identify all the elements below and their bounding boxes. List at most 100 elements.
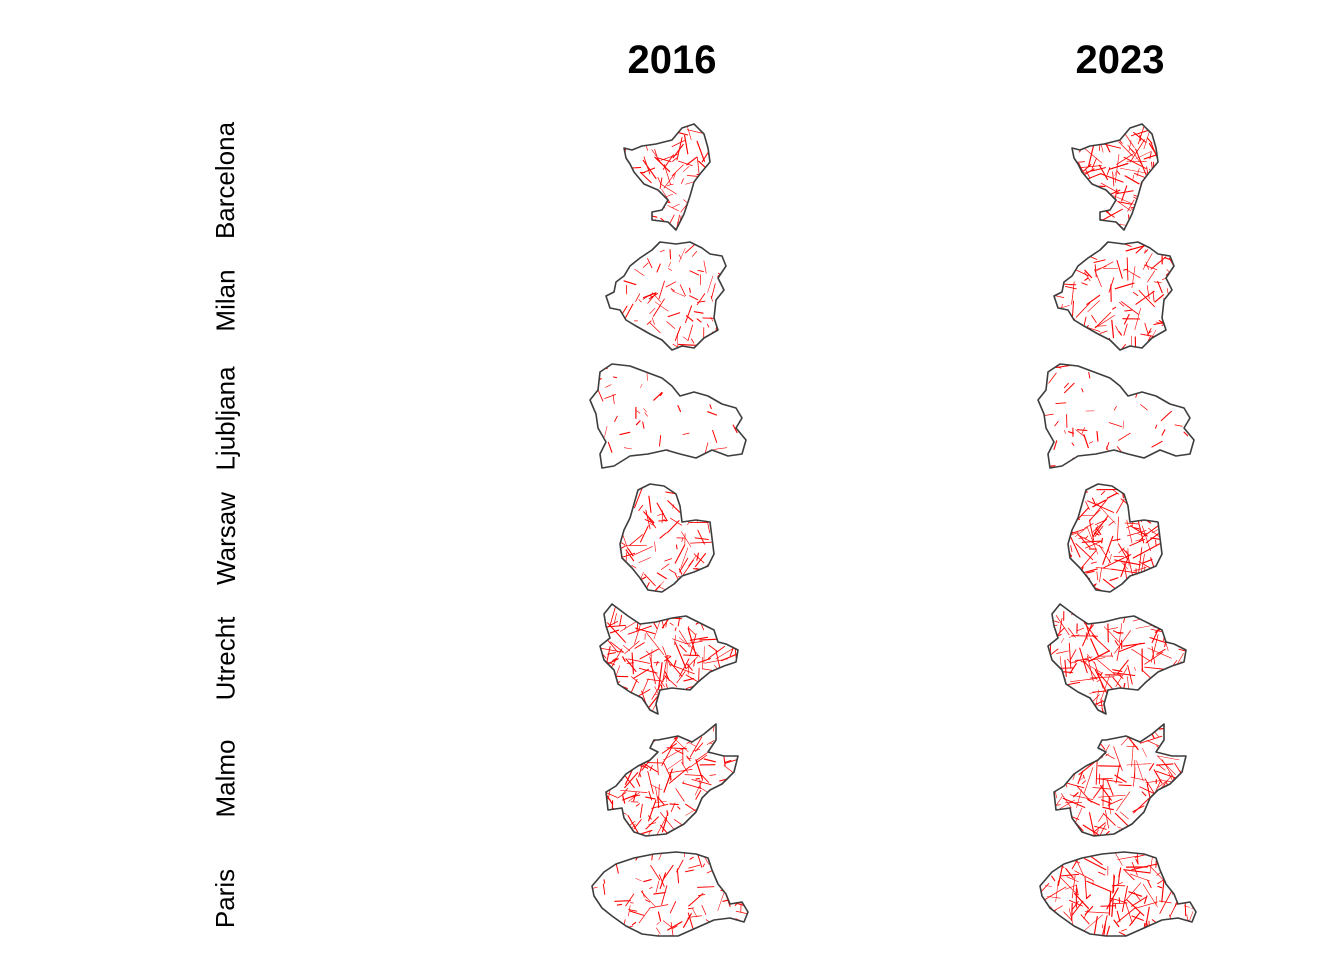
cycle-lane-segment bbox=[637, 223, 643, 230]
cycle-lane-segment bbox=[595, 298, 601, 305]
cycle-lane-segment bbox=[698, 694, 705, 700]
cycle-lane-segment bbox=[606, 266, 611, 278]
cycle-lane-segment bbox=[1054, 747, 1056, 758]
cycle-lane-segment bbox=[645, 509, 651, 530]
cycle-lane-segment bbox=[1076, 786, 1092, 803]
cycle-lane-segment bbox=[1039, 565, 1048, 593]
cycle-lane-segment bbox=[1143, 264, 1158, 271]
cycle-lane-segment bbox=[1083, 364, 1097, 366]
cycle-lane-segment bbox=[1094, 606, 1104, 609]
cycle-lane-segment bbox=[1068, 525, 1073, 530]
cycle-lane-segment bbox=[614, 194, 615, 201]
cycle-lane-segment bbox=[659, 249, 665, 253]
cycle-lane-segment bbox=[689, 754, 708, 768]
cycle-lane-segment bbox=[707, 411, 718, 416]
cycle-lane-segment bbox=[1111, 702, 1118, 704]
cycle-lane-segment bbox=[586, 539, 596, 540]
cycle-lane-segment bbox=[607, 441, 613, 453]
row-label-text: Ljubljana bbox=[210, 365, 241, 471]
cycle-lane-segment bbox=[591, 756, 598, 761]
cycle-lane-segment bbox=[698, 184, 701, 190]
cycle-lane-segment bbox=[737, 246, 739, 261]
cycle-lane-segment bbox=[1074, 832, 1076, 836]
cycle-lane-segment bbox=[1182, 486, 1197, 503]
cycle-lane-segment bbox=[1065, 867, 1074, 879]
cycle-lane-segment bbox=[627, 625, 652, 635]
cycle-lane-segment bbox=[642, 167, 656, 174]
cycle-lane-segment bbox=[617, 792, 627, 799]
cycle-lane-segment bbox=[1077, 575, 1086, 584]
cycle-lane-segment bbox=[1103, 707, 1130, 714]
cycle-lane-segment bbox=[686, 825, 696, 836]
cycle-lane-segment bbox=[1177, 581, 1180, 584]
map-utrecht-2016 bbox=[586, 598, 756, 718]
cycle-lane-segment bbox=[1191, 574, 1194, 595]
cycle-lane-segment bbox=[1078, 584, 1100, 592]
cycle-lane-segment bbox=[1171, 931, 1176, 935]
cycle-lane-segment bbox=[600, 705, 609, 713]
cycle-lane-segment bbox=[701, 690, 716, 703]
cycle-lane-segment bbox=[699, 209, 708, 218]
cycle-lane-segment bbox=[1062, 730, 1067, 758]
cycle-lane-segment bbox=[646, 371, 648, 381]
cycle-lane-segment bbox=[1040, 935, 1060, 936]
cycle-lane-segment bbox=[722, 752, 726, 767]
cycle-lane-segment bbox=[1068, 496, 1078, 510]
cycle-lane-segment bbox=[607, 570, 611, 592]
cycle-lane-segment bbox=[1100, 674, 1111, 701]
cycle-lane-segment bbox=[1157, 755, 1180, 761]
cycle-lane-segment bbox=[646, 320, 652, 325]
city-boundary bbox=[1047, 603, 1187, 715]
cycle-lane-segment bbox=[746, 132, 756, 134]
cycle-lane-segment bbox=[1164, 950, 1179, 958]
cycle-lane-segment bbox=[1065, 324, 1081, 334]
cycle-lane-segment bbox=[1167, 332, 1174, 337]
cycle-lane-segment bbox=[676, 868, 680, 884]
cycle-lane-segment bbox=[733, 379, 736, 390]
cycle-lane-segment bbox=[1178, 681, 1182, 685]
cycle-lane-segment bbox=[1164, 622, 1181, 644]
cycle-lane-segment bbox=[1166, 233, 1168, 235]
cycle-lane-segment bbox=[591, 770, 598, 778]
cycle-lane-segment bbox=[599, 136, 600, 146]
cycle-lane-segment bbox=[712, 708, 720, 714]
cycle-lane-segment bbox=[651, 803, 669, 809]
cycle-lane-segment bbox=[727, 856, 732, 870]
cycle-lane-segment bbox=[606, 733, 610, 739]
cycle-lane-segment bbox=[639, 525, 649, 543]
cycle-lane-segment bbox=[1053, 705, 1062, 708]
cycle-lane-segment bbox=[1181, 690, 1186, 707]
cycle-lane-segment bbox=[1045, 311, 1053, 313]
cycle-lane-segment bbox=[1154, 697, 1179, 714]
cycle-lane-segment bbox=[731, 181, 743, 195]
cycle-lane-segment bbox=[651, 675, 667, 700]
cycle-lane-segment bbox=[620, 507, 622, 511]
cycle-lane-segment bbox=[1171, 518, 1189, 531]
cycle-lane-segment bbox=[743, 154, 744, 177]
cycle-lane-segment bbox=[713, 447, 728, 450]
cycle-lane-segment bbox=[1058, 833, 1064, 836]
cycle-lane-segment bbox=[610, 525, 611, 533]
cycle-lane-segment bbox=[591, 271, 597, 281]
cycle-lane-segment bbox=[668, 769, 693, 774]
cycle-lane-segment bbox=[1112, 538, 1121, 542]
cycle-lane-segment bbox=[735, 278, 736, 284]
cycle-lane-segment bbox=[1168, 186, 1177, 189]
cycle-lane-segment bbox=[747, 329, 749, 344]
cycle-lane-segment bbox=[723, 333, 726, 342]
cycle-lane-segment bbox=[716, 493, 729, 504]
cycle-lane-segment bbox=[622, 787, 629, 795]
cycle-lane-segment bbox=[1088, 590, 1096, 592]
cycle-lane-segment bbox=[1125, 134, 1135, 148]
cycle-lane-segment bbox=[1126, 257, 1129, 281]
cycle-lane-segment bbox=[1151, 440, 1163, 448]
cycle-lane-segment bbox=[1041, 948, 1048, 958]
cycle-lane-segment bbox=[1085, 608, 1101, 619]
cycle-lane-segment bbox=[1146, 740, 1160, 747]
cycle-lane-segment bbox=[1171, 845, 1178, 849]
cycle-lane-segment bbox=[602, 530, 607, 536]
cycle-lane-segment bbox=[1129, 605, 1133, 611]
cycle-lane-segment bbox=[1176, 128, 1181, 149]
cycle-lane-segment bbox=[635, 878, 642, 882]
cycle-lane-segment bbox=[674, 326, 681, 342]
